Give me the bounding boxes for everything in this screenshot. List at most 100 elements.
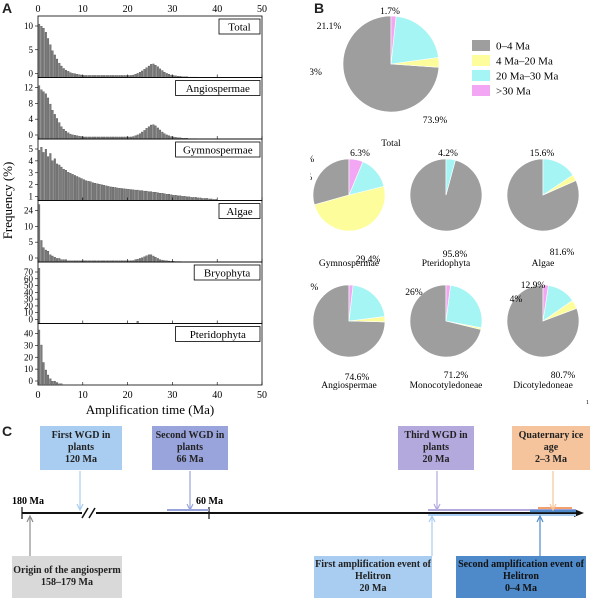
series-label-box [218, 18, 261, 35]
histogram-bar [179, 195, 182, 201]
histogram-bar [154, 125, 157, 140]
event-title: Second amplification event of Helitron [458, 559, 584, 582]
histogram-bar [156, 192, 159, 201]
y-tick-label: 24 [24, 206, 34, 216]
histogram-bar [136, 189, 139, 201]
histogram-bar [159, 68, 162, 78]
histogram-bar [154, 65, 157, 78]
histogram-bar [161, 131, 164, 140]
y-tick-label: 10 [24, 364, 34, 374]
series-label-box [218, 203, 261, 219]
histogram-bar [141, 70, 144, 78]
y-tick-label: 30 [24, 340, 34, 350]
histogram-bar [38, 268, 41, 324]
y-tick-label: 12 [24, 83, 33, 93]
histogram-bar [60, 65, 63, 78]
y-tick-label: 50 [24, 281, 34, 291]
histogram-bar [40, 26, 43, 78]
histogram-bar [65, 131, 67, 140]
histogram-bar [127, 189, 130, 201]
histogram-bar [71, 134, 74, 140]
histogram-bar [143, 69, 146, 78]
y-tick-label: 4 [29, 114, 34, 124]
histogram-bar [145, 255, 148, 263]
event-value: 20 Ma [359, 583, 387, 594]
y-tick-label: 60 [24, 274, 34, 284]
histogram-bar [150, 124, 153, 140]
slice-label: 1.7% [380, 7, 400, 17]
histogram-bar [76, 135, 79, 140]
slice-label: 29.4% [356, 255, 381, 265]
histogram-bar [168, 194, 171, 201]
slice-label: 81.6% [550, 248, 575, 258]
histogram-bar [190, 197, 193, 201]
histogram-bar [42, 91, 45, 140]
event-title: Third WGD in plants [404, 430, 468, 453]
histogram-bar [58, 164, 61, 201]
x-tick-label: 10 [78, 390, 88, 401]
pie-slice [312, 158, 350, 206]
histogram-bar [47, 251, 50, 263]
slice-label: 3.3% [310, 68, 322, 78]
pie-slice [313, 185, 386, 232]
y-tick-label: 5 [29, 45, 34, 55]
histogram-bar [163, 193, 166, 201]
y-tick-label: 5 [29, 237, 34, 247]
x-tick-label: 50 [257, 390, 267, 401]
slice-label: 80.7% [551, 371, 576, 381]
y-tick-label: 20 [24, 301, 34, 311]
pie-slice [348, 284, 354, 322]
pie-panel: 73.9% 3.3% 21.1% 1.7% Total 29.4% 49.5% 14.8% 6.… [310, 7, 589, 406]
histogram-bar [147, 65, 150, 78]
timeline-axis: 180 Ma 60 Ma [12, 471, 584, 556]
legend-label: 0–4 Ma [496, 41, 530, 53]
histogram-bar [129, 189, 132, 201]
histogram-bar [58, 383, 61, 386]
footnote: 1 [586, 400, 589, 406]
histogram-bar [134, 135, 137, 140]
pie-title: Dicotyledoneae [513, 381, 573, 391]
histogram-bar [156, 258, 159, 263]
histogram-bar [40, 240, 43, 263]
series-label: Angiospermae [186, 83, 250, 95]
x-axis-label: Amplification time (Ma) [86, 402, 215, 417]
panel-label-c: C [2, 423, 13, 439]
y-tick-label: 10 [24, 221, 34, 231]
series-label: Algae [226, 206, 252, 218]
x-tick-label-top: 20 [123, 4, 133, 15]
pie-slice [348, 158, 364, 196]
event-first-helitron: First amplification event of Helitron 20… [314, 556, 432, 598]
x-tick-label-top: 30 [167, 4, 177, 15]
slice-label: 12.9% [521, 281, 546, 291]
histogram-bar [62, 168, 65, 201]
legend-swatch [472, 40, 490, 51]
event-quaternary-ice-age: Quaternary ice age 2–3 Ma [512, 426, 590, 470]
histogram-bar [60, 126, 63, 140]
histogram-bar [143, 190, 146, 201]
event-second-helitron: Second amplification event of Helitron 0… [456, 556, 586, 598]
histogram-bar [147, 191, 150, 201]
histogram-bar [44, 369, 47, 386]
histogram-bar [80, 178, 83, 201]
y-tick-label: 30 [24, 294, 34, 304]
pie-slice [445, 284, 451, 322]
histogram-bar [150, 191, 153, 201]
histogram-bar [145, 128, 148, 140]
histogram-bar [159, 193, 162, 201]
y-tick-label: 10 [24, 308, 34, 318]
connector-arrow [433, 503, 441, 512]
series-label-box [175, 326, 261, 342]
histogram-bar [47, 374, 50, 386]
connector-arrow [76, 503, 84, 512]
series-label: Pteridophyta [190, 329, 246, 341]
event-origin-angiosperm: Origin of the angiosperm 158–179 Ma [12, 556, 122, 598]
y-tick-label: 20 [24, 352, 34, 362]
x-tick-label-top: 10 [78, 4, 88, 15]
connector-arrow [26, 514, 34, 523]
histogram-bar [152, 191, 155, 201]
histogram-bar [69, 72, 72, 78]
histogram-bar [71, 174, 74, 201]
histogram-bar [76, 176, 79, 201]
pie-title: Angiospermae [321, 381, 376, 391]
histogram-bar [136, 73, 139, 78]
